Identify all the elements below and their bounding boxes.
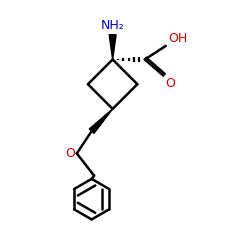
Text: O: O — [165, 77, 175, 90]
Polygon shape — [89, 109, 113, 134]
Text: O: O — [65, 147, 75, 160]
Text: NH₂: NH₂ — [101, 19, 124, 32]
Text: OH: OH — [168, 32, 187, 45]
Polygon shape — [109, 35, 116, 59]
